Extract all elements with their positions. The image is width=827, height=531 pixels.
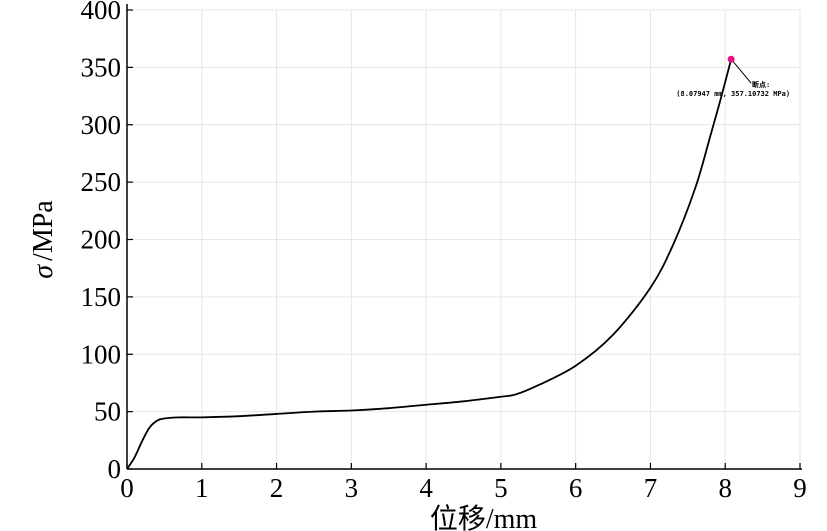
y-axis-unit: /MPa	[28, 200, 59, 261]
x-tick-label: 7	[644, 473, 658, 503]
y-tick-label: 50	[94, 397, 121, 427]
axes	[126, 4, 802, 470]
x-tick-label: 1	[195, 473, 209, 503]
y-axis-label: σ/MPa	[28, 200, 59, 279]
grid	[127, 9, 801, 469]
y-tick-label: 150	[81, 282, 122, 312]
x-tick-label: 0	[120, 473, 134, 503]
y-ticks: 0 50 100 150 200 250 300 350 400	[81, 0, 133, 484]
y-tick-label: 300	[81, 110, 122, 140]
y-tick-label: 250	[81, 167, 122, 197]
x-tick-label: 5	[494, 473, 508, 503]
annotation-leader-line	[730, 58, 752, 84]
breakpoint-marker	[727, 55, 735, 63]
x-tick-label: 4	[419, 473, 433, 503]
breakpoint-annotation: 断点: (8.07947 mm, 357.10732 MPa)	[676, 55, 790, 98]
y-tick-label: 200	[81, 225, 122, 255]
y-tick-label: 100	[81, 339, 122, 369]
y-axis-symbol: σ	[28, 264, 59, 279]
x-ticks: 0 1 2 3 4 5 6 7 8 9	[120, 463, 807, 503]
y-tick-label: 400	[81, 0, 122, 25]
x-tick-label: 3	[345, 473, 359, 503]
stress-curve-line	[126, 58, 733, 470]
x-axis-label: 位移/mm	[430, 503, 538, 531]
x-tick-label: 9	[793, 473, 807, 503]
y-tick-label: 0	[108, 454, 122, 484]
annotation-title: 断点:	[752, 80, 770, 89]
annotation-value: (8.07947 mm, 357.10732 MPa)	[676, 90, 790, 98]
y-tick-label: 350	[81, 52, 122, 82]
x-tick-label: 6	[569, 473, 583, 503]
x-tick-label: 2	[270, 473, 284, 503]
x-tick-label: 8	[718, 473, 732, 503]
